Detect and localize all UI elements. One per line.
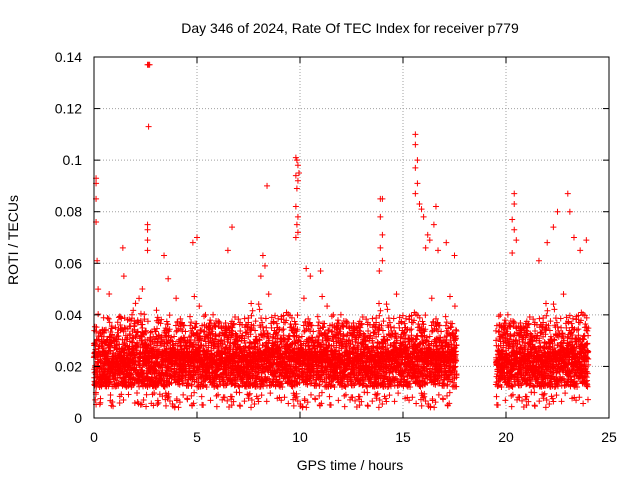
data-point	[116, 399, 123, 406]
data-point	[114, 329, 121, 336]
data-point	[110, 403, 117, 410]
data-point	[122, 342, 129, 349]
data-point	[173, 328, 180, 335]
data-point	[109, 399, 116, 406]
data-point	[104, 315, 111, 322]
data-point	[105, 315, 112, 322]
data-point	[136, 295, 143, 302]
data-point	[108, 325, 115, 332]
data-point	[153, 307, 160, 314]
data-point	[114, 319, 121, 326]
data-point	[168, 334, 175, 341]
data-point	[157, 342, 164, 349]
data-point	[134, 389, 141, 396]
data-point	[153, 325, 160, 332]
data-point	[144, 318, 151, 325]
data-point	[165, 393, 172, 400]
data-point	[172, 322, 179, 329]
data-point	[164, 394, 171, 401]
data-point	[106, 319, 113, 326]
data-point	[173, 295, 180, 302]
data-point	[151, 390, 158, 397]
data-point	[105, 355, 112, 362]
data-point	[139, 286, 146, 293]
data-point	[150, 402, 157, 409]
data-point	[117, 321, 124, 328]
data-point	[130, 307, 137, 314]
data-point	[132, 300, 139, 307]
data-point	[95, 311, 102, 318]
data-point	[166, 326, 173, 333]
data-point	[157, 320, 164, 327]
data-point	[138, 401, 145, 408]
data-point	[137, 310, 144, 317]
data-point	[155, 399, 162, 406]
data-point	[109, 331, 116, 338]
data-point	[120, 397, 127, 404]
data-point	[158, 316, 165, 323]
chart-title: Day 346 of 2024, Rate Of TEC Index for r…	[181, 20, 519, 36]
data-point	[171, 333, 178, 340]
data-point	[122, 378, 129, 385]
data-point	[120, 328, 127, 335]
data-point	[140, 397, 147, 404]
data-point	[152, 366, 159, 373]
data-point	[129, 335, 136, 342]
data-point	[141, 316, 148, 323]
data-point	[115, 333, 122, 340]
data-point	[121, 324, 128, 331]
data-points	[90, 61, 592, 411]
data-point	[143, 403, 150, 410]
data-point	[123, 336, 130, 343]
data-point	[131, 400, 138, 407]
data-point	[121, 349, 128, 356]
data-point	[93, 324, 100, 331]
data-point	[166, 397, 173, 404]
data-point	[159, 393, 166, 400]
data-point	[143, 391, 150, 398]
data-point	[125, 391, 132, 398]
data-point	[171, 403, 178, 410]
data-point	[97, 395, 104, 402]
data-point	[139, 325, 146, 332]
data-point	[106, 291, 113, 298]
data-point	[166, 312, 173, 319]
data-point	[127, 332, 134, 339]
data-point	[107, 391, 114, 398]
data-point	[112, 324, 119, 331]
data-point	[118, 391, 125, 398]
data-point	[92, 396, 99, 403]
data-point	[128, 315, 135, 322]
data-point	[152, 328, 159, 335]
data-point	[144, 336, 151, 343]
data-point	[147, 329, 154, 336]
data-point	[103, 327, 110, 334]
data-point	[176, 399, 183, 406]
data-point	[164, 321, 171, 328]
data-point	[153, 373, 160, 380]
data-point	[106, 379, 113, 386]
data-point	[107, 378, 114, 385]
grid-lines	[94, 57, 609, 418]
data-point	[164, 339, 171, 346]
data-point	[143, 327, 150, 334]
data-point	[173, 367, 180, 374]
data-point	[175, 404, 182, 411]
data-point	[173, 396, 180, 403]
data-point	[162, 402, 169, 409]
data-point	[154, 314, 161, 321]
data-point	[176, 381, 183, 388]
